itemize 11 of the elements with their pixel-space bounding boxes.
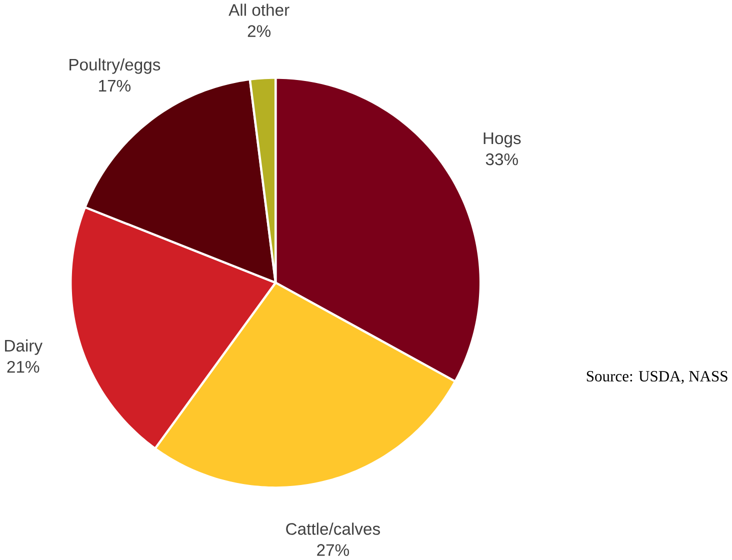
data-label: 21%	[7, 361, 40, 373]
slice-label: Cattle/calves	[286, 522, 380, 536]
data-label: 2%	[248, 25, 271, 38]
data-label: 33%	[486, 154, 518, 166]
slice-label: Hogs	[484, 132, 521, 148]
data-label: 27%	[317, 544, 349, 556]
slice-label: Dairy	[5, 340, 43, 356]
source-note: Source: USDA, NASS	[586, 371, 728, 384]
slice-label: Poultry/eggs	[70, 58, 160, 74]
slice-label: All other	[228, 4, 290, 16]
data-label: 17%	[99, 80, 131, 92]
